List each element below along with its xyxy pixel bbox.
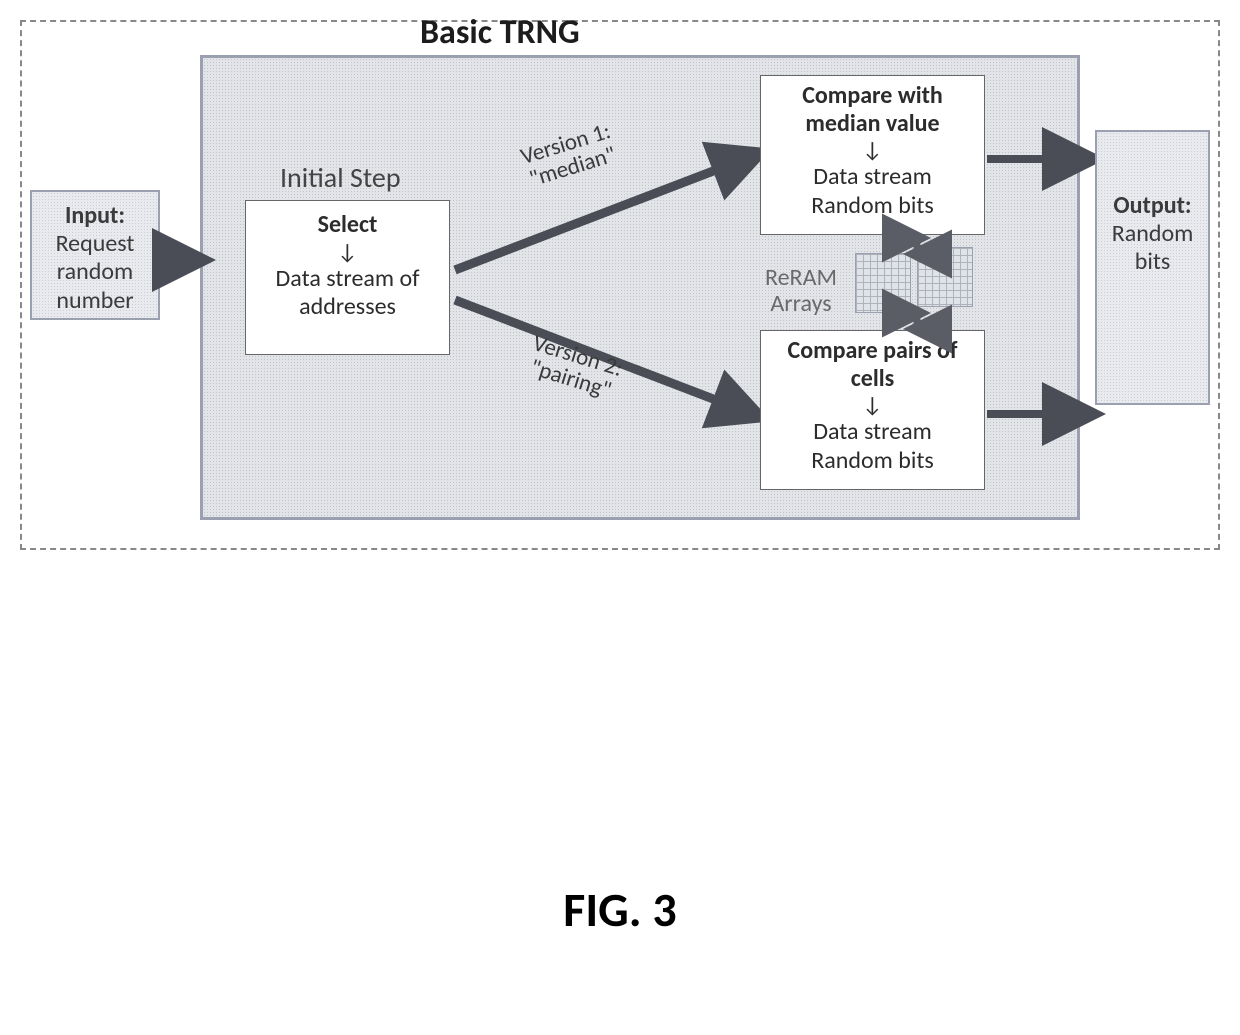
- output-lines: Random bits: [1103, 220, 1202, 278]
- input-box: Input: Request random number: [30, 190, 160, 320]
- output-box: Output: Random bits: [1095, 130, 1210, 405]
- reram-line1: ReRAM: [765, 263, 837, 292]
- reram-label: ReRAM Arrays: [765, 265, 837, 318]
- input-lines: Request random number: [38, 230, 152, 316]
- arrow-reram-top: [905, 235, 929, 257]
- arrow-input-to-select: [160, 246, 210, 274]
- arrow-reram-bot: [905, 310, 929, 332]
- compare-top-box: Compare with median value ↓ Data stream …: [760, 75, 985, 235]
- input-bold: Input:: [38, 202, 152, 230]
- compare-top-line-a: Data stream: [767, 163, 978, 192]
- compare-top-line-b: Random bits: [767, 192, 978, 221]
- select-lines: Data stream of addresses: [254, 265, 441, 323]
- compare-bot-bold: Compare pairs of cells: [767, 337, 978, 392]
- initial-step-label: Initial Step: [280, 160, 401, 195]
- arrow-compare-top-to-output: [985, 145, 1100, 173]
- compare-bot-line-a: Data stream: [767, 418, 978, 447]
- figure-caption: FIG. 3: [0, 880, 1240, 939]
- reram-line2: Arrays: [770, 289, 831, 318]
- compare-bot-line-b: Random bits: [767, 447, 978, 476]
- compare-bot-arrow-down-icon: ↓: [767, 394, 978, 416]
- reram-grid-1: [855, 253, 911, 313]
- output-bold: Output:: [1103, 192, 1202, 220]
- compare-top-bold: Compare with median value: [767, 82, 978, 137]
- select-bold: Select: [254, 211, 441, 239]
- reram-arrays-icon: [855, 247, 985, 319]
- select-arrow-down-icon: ↓: [254, 241, 441, 263]
- trng-title: Basic TRNG: [420, 12, 580, 53]
- compare-bot-box: Compare pairs of cells ↓ Data stream Ran…: [760, 330, 985, 490]
- select-box: Select ↓ Data stream of addresses: [245, 200, 450, 355]
- compare-top-arrow-down-icon: ↓: [767, 139, 978, 161]
- arrow-compare-bot-to-output: [985, 400, 1100, 428]
